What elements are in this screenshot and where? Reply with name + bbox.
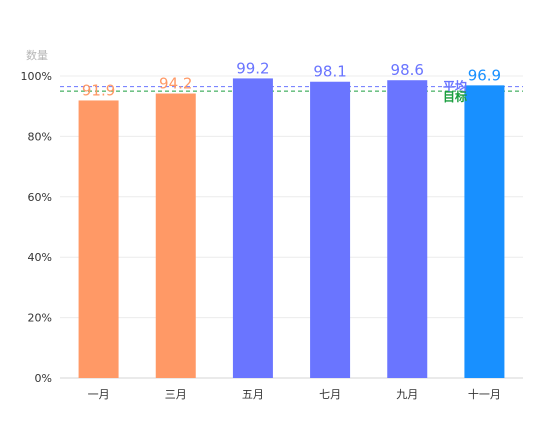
bar bbox=[232, 78, 273, 378]
y-tick-label: 60% bbox=[28, 191, 52, 204]
x-tick-label: 十一月 bbox=[468, 387, 501, 401]
reference-line-label: 平均 bbox=[443, 79, 467, 94]
x-tick-label: 五月 bbox=[242, 388, 264, 401]
bar-value-label: 98.1 bbox=[313, 63, 346, 81]
bar bbox=[78, 100, 119, 378]
x-tick-label: 一月 bbox=[88, 388, 110, 401]
reference-line-label: 目标 bbox=[443, 89, 467, 104]
bar bbox=[387, 80, 428, 378]
y-tick-label: 0% bbox=[35, 372, 52, 385]
bar-value-label: 98.6 bbox=[391, 61, 424, 79]
x-tick-label: 九月 bbox=[396, 388, 418, 401]
x-axis: 一月 三月 五月 七月 九月 十一月 bbox=[88, 387, 501, 401]
bar-value-label: 99.2 bbox=[236, 59, 269, 77]
y-tick-label: 100% bbox=[21, 70, 52, 83]
bar bbox=[310, 81, 351, 378]
y-tick-label: 20% bbox=[28, 312, 52, 325]
bar bbox=[464, 85, 505, 378]
y-axis-unit-label: 数量 bbox=[26, 49, 48, 62]
reference-lines bbox=[60, 86, 523, 92]
bar-value-label: 94.2 bbox=[159, 75, 192, 93]
y-tick-label: 40% bbox=[28, 251, 52, 264]
bar-value-label: 91.9 bbox=[82, 81, 115, 99]
y-tick-label: 80% bbox=[28, 130, 52, 143]
y-axis: 0% 20% 40% 60% 80% 100% bbox=[21, 70, 52, 385]
bar-value-label: 96.9 bbox=[468, 66, 501, 84]
bar bbox=[155, 93, 196, 379]
x-tick-label: 七月 bbox=[319, 388, 341, 401]
bars bbox=[78, 78, 505, 379]
x-tick-label: 三月 bbox=[165, 388, 187, 401]
grid-layer bbox=[60, 75, 523, 379]
